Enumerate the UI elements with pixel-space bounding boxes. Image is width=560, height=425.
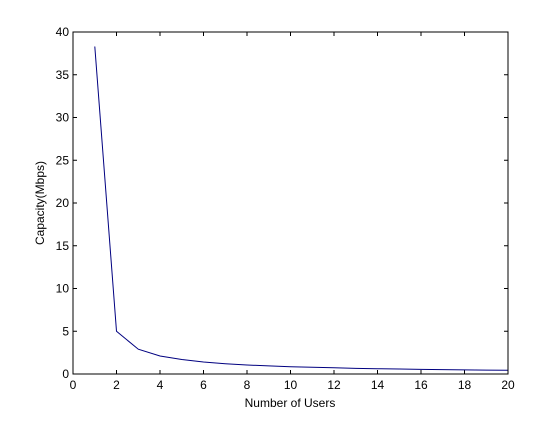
y-tick-label: 10 (56, 282, 70, 296)
x-tick-label: 10 (284, 378, 298, 392)
ticks-layer: 0 2 4 6 8 10 12 14 16 18 20 0 5 10 15 20 25 30 35 40 (56, 25, 515, 392)
y-tick-label: 20 (56, 196, 70, 210)
x-tick-label: 2 (113, 378, 120, 392)
y-axis-label: Capacity(Mbps) (33, 161, 47, 245)
x-tick-label: 14 (371, 378, 385, 392)
x-tick-label: 0 (70, 378, 77, 392)
capacity-series-line (94, 46, 509, 371)
labels-layer: Number of Users Capacity(Mbps) (33, 161, 335, 410)
y-tick-label: 0 (62, 367, 69, 381)
series-layer (94, 46, 509, 371)
x-tick-label: 4 (157, 378, 164, 392)
x-tick-label: 12 (327, 378, 341, 392)
x-tick-label: 20 (501, 378, 515, 392)
x-axis-label: Number of Users (245, 396, 336, 410)
y-tick-label: 5 (62, 324, 69, 338)
x-tick-label: 16 (414, 378, 428, 392)
y-tick-label: 40 (56, 25, 70, 39)
x-tick-label: 18 (458, 378, 472, 392)
plot-frame (72, 31, 509, 375)
x-tick-label: 8 (244, 378, 251, 392)
plot-area (73, 32, 508, 374)
x-tick-label: 6 (200, 378, 207, 392)
y-tick-label: 30 (56, 111, 70, 125)
y-tick-label: 35 (56, 68, 70, 82)
y-tick-label: 25 (56, 153, 70, 167)
y-tick-label: 15 (56, 239, 70, 253)
